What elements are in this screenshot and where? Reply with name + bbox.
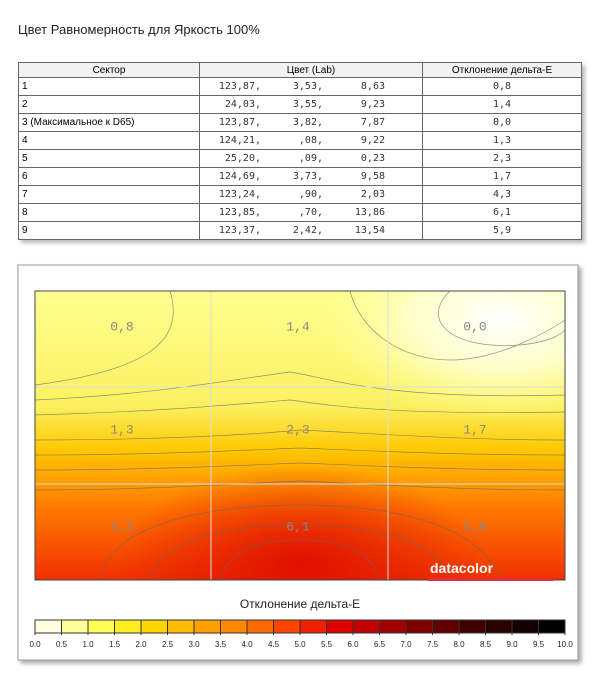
zone-label: 6,1 [286,519,310,534]
colorbar-tick-label: 5.0 [294,640,306,649]
colorbar-segment [61,620,88,633]
sector-cell: 9 [18,221,200,240]
colorbar-title: Отклонение дельта-E [240,597,360,611]
colorbar-tick-label: 0.0 [29,640,41,649]
lab-cell: 124,69, 3,73, 9,58 [199,167,423,186]
colorbar-tick-label: 9.0 [506,640,518,649]
header-cell: Отклонение дельта-E [422,62,582,78]
colorbar-segment [273,620,300,633]
colorbar-tick-label: 6.5 [374,640,386,649]
colorbar-segment [512,620,539,633]
lab-value: 123,85, [218,207,261,218]
lab-value: 8,63 [360,81,385,92]
page-title: Цвет Равномерность для Яркость 100% [18,22,260,37]
colorbar-segment [167,620,194,633]
zone-label: 4,3 [110,519,133,534]
lab-value: 3,82, [292,117,323,128]
zone-label: 1,4 [286,319,310,334]
zone-label: 0,0 [463,319,486,334]
table-row: 9 123,37, 2,42, 13,54 5,9 [18,221,582,240]
table-row: 6 124,69, 3,73, 9,58 1,7 [18,167,582,186]
colorbar-tick-label: 9.5 [533,640,545,649]
lab-value: 123,87, [218,81,261,92]
lab-value: 3,73, [292,171,323,182]
colorbar: 0.0 0.5 1.0 1.5 2.0 2.5 3.0 3.5 4.0 4.5 5.0 5.5 6.0 6… [29,619,573,649]
lab-value: ,09, [298,153,323,164]
colorbar-segment [300,620,327,633]
lab-value: 123,24, [218,189,261,200]
colorbar-tick-label: 4.5 [268,640,280,649]
header-cell: Цвет (Lab) [199,62,423,78]
lab-value: ,70, [298,207,323,218]
logo: datacolor [430,560,494,576]
table-row: 2 24,03, 3,55, 9,23 1,4 [18,95,582,114]
zone-label: 1,7 [463,422,486,437]
lab-value: 7,87 [360,117,385,128]
lab-value: 2,42, [292,225,323,236]
colorbar-tick-label: 7.5 [427,640,439,649]
colorbar-tick-label: 6.0 [347,640,359,649]
colorbar-segment [353,620,380,633]
lab-value: 124,21, [218,135,261,146]
lab-value: 123,87, [218,117,261,128]
colorbar-segment [88,620,115,633]
colorbar-tick-label: 5.5 [321,640,333,649]
colorbar-tick-label: 2.0 [135,640,147,649]
colorbar-segment [247,620,274,633]
zone-label: 2,3 [286,422,309,437]
colorbar-tick-label: 3.0 [188,640,200,649]
lab-value: ,90, [298,189,323,200]
lab-value: 3,53, [292,81,323,92]
colorbar-segment [459,620,486,633]
lab-value: 9,58 [360,171,385,182]
colorbar-segment [141,620,168,633]
zone-label: 1,3 [110,422,133,437]
lab-value: 0,23 [360,153,385,164]
colorbar-segment [406,620,433,633]
lab-value: 3,55, [292,99,323,110]
colorbar-segment [220,620,247,633]
lab-value: 9,23 [360,99,385,110]
colorbar-segment [432,620,459,633]
colorbar-segment [379,620,406,633]
table-row: 8 123,85, ,70, 13,86 6,1 [18,203,582,222]
heatmap [34,290,566,581]
colorbar-segment [538,620,565,633]
lab-value: 123,37, [218,225,261,236]
colorbar-segment [194,620,221,633]
colorbar-segment [326,620,353,633]
zone-label: 0,8 [110,319,133,334]
table-row: 7 123,24, ,90, 2,03 4,3 [18,185,582,204]
colorbar-tick-label: 7.0 [400,640,412,649]
colorbar-tick-label: 0.5 [56,640,68,649]
zone-label: 5,9 [463,519,486,534]
header-cell: Сектор [18,62,200,78]
lab-cell: 123,87, 3,53, 8,63 [199,77,423,96]
lab-value: ,08, [298,135,323,146]
colorbar-tick-label: 1.5 [109,640,121,649]
lab-value: 24,03, [224,99,261,110]
colorbar-tick-label: 8.5 [480,640,492,649]
lab-value: 25,20, [224,153,261,164]
colorbar-segment [114,620,141,633]
colorbar-segment [35,620,62,633]
colorbar-tick-label: 4.0 [241,640,253,649]
lab-value: 9,22 [360,135,385,146]
colorbar-tick-label: 3.5 [215,640,227,649]
colorbar-tick-label: 8.0 [453,640,465,649]
colorbar-tick-label: 1.0 [82,640,94,649]
colorbar-segment [485,620,512,633]
colorbar-tick-label: 10.0 [557,640,573,649]
delta-e-cell: 5,9 [422,221,582,240]
lab-value: 13,54 [354,225,385,236]
lab-value: 13,86 [354,207,385,218]
lab-cell: 123,37, 2,42, 13,54 [199,221,423,240]
lab-value: 124,69, [218,171,261,182]
lab-value: 2,03 [360,189,385,200]
colorbar-tick-label: 2.5 [162,640,174,649]
